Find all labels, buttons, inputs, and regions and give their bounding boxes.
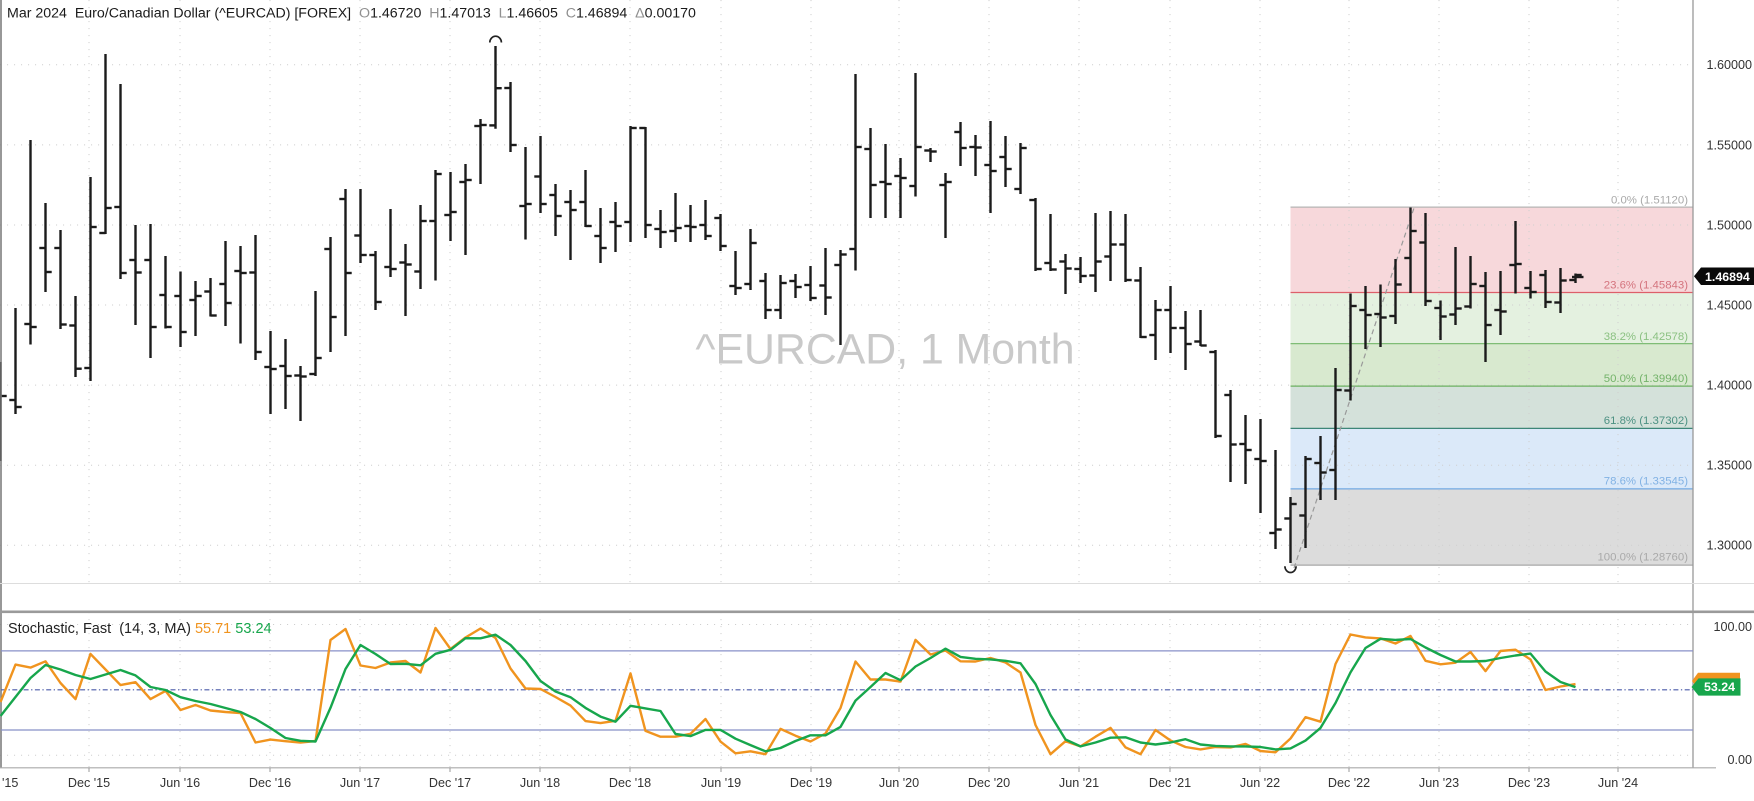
svg-text:Jun '23: Jun '23 [1419, 776, 1459, 790]
svg-text:1.30000: 1.30000 [1706, 539, 1752, 553]
svg-text:Dec '17: Dec '17 [429, 776, 471, 790]
svg-text:1.45000: 1.45000 [1706, 298, 1752, 312]
svg-text:Dec '23: Dec '23 [1508, 776, 1550, 790]
svg-text:1.46894: 1.46894 [1705, 270, 1750, 284]
svg-text:Mar 2024 Euro/Canadian Dollar: Mar 2024 Euro/Canadian Dollar (^EURCAD) … [7, 6, 696, 22]
svg-text:100.0% (1.28760): 100.0% (1.28760) [1597, 552, 1688, 564]
svg-text:1.60000: 1.60000 [1706, 58, 1752, 72]
svg-text:61.8% (1.37302): 61.8% (1.37302) [1604, 415, 1688, 427]
svg-text:Dec '22: Dec '22 [1328, 776, 1370, 790]
svg-text:1.55000: 1.55000 [1706, 138, 1752, 152]
svg-text:Jun '22: Jun '22 [1240, 776, 1280, 790]
svg-text:Dec '18: Dec '18 [609, 776, 651, 790]
svg-text:1.40000: 1.40000 [1706, 379, 1752, 393]
svg-text:Dec '15: Dec '15 [68, 776, 110, 790]
svg-text:Jun '20: Jun '20 [879, 776, 919, 790]
svg-text:^EURCAD, 1 Month: ^EURCAD, 1 Month [695, 326, 1074, 374]
svg-text:Jun '17: Jun '17 [340, 776, 380, 790]
svg-text:1.50000: 1.50000 [1706, 218, 1752, 232]
svg-text:Jun '24: Jun '24 [1598, 776, 1638, 790]
svg-text:53.24: 53.24 [1704, 680, 1735, 694]
svg-text:0.0% (1.51120): 0.0% (1.51120) [1611, 195, 1688, 207]
svg-text:100.00: 100.00 [1713, 620, 1752, 634]
svg-text:Jun '16: Jun '16 [160, 776, 200, 790]
svg-text:78.6% (1.33545): 78.6% (1.33545) [1604, 476, 1688, 488]
svg-text:0.00: 0.00 [1727, 753, 1752, 767]
svg-text:Jun '19: Jun '19 [701, 776, 741, 790]
svg-text:50.0% (1.39940): 50.0% (1.39940) [1604, 373, 1688, 385]
svg-text:1.35000: 1.35000 [1706, 459, 1752, 473]
svg-text:Dec '16: Dec '16 [249, 776, 291, 790]
svg-text:Dec '20: Dec '20 [968, 776, 1010, 790]
svg-text:Dec '19: Dec '19 [790, 776, 832, 790]
svg-text:Dec '21: Dec '21 [1149, 776, 1191, 790]
svg-text:38.2% (1.42578): 38.2% (1.42578) [1604, 331, 1688, 343]
svg-text:Jun '21: Jun '21 [1059, 776, 1099, 790]
svg-text:Stochastic, Fast (14, 3, MA): Stochastic, Fast (14, 3, MA) 55.71 53.24 [8, 621, 272, 637]
svg-text:'15: '15 [2, 776, 18, 790]
svg-text:23.6% (1.45843): 23.6% (1.45843) [1604, 280, 1688, 292]
svg-text:Jun '18: Jun '18 [520, 776, 560, 790]
